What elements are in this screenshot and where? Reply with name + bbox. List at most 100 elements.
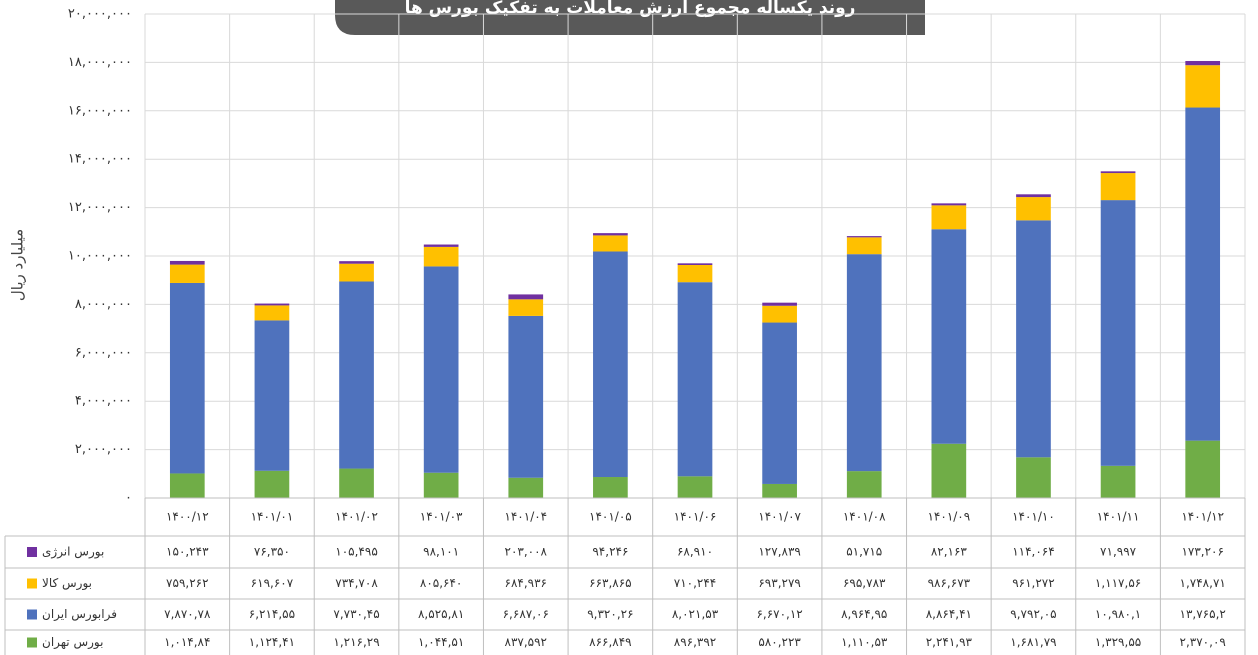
bar-segment bbox=[1016, 197, 1051, 221]
bar-segment bbox=[762, 322, 797, 484]
bar-segment bbox=[254, 303, 290, 306]
bar-segment bbox=[931, 205, 967, 230]
y-tick-label: ۱۰,۰۰۰,۰۰۰ bbox=[68, 249, 132, 264]
bar-segment bbox=[1100, 173, 1136, 201]
bar-segment bbox=[931, 203, 967, 206]
bar-segment bbox=[1185, 61, 1221, 66]
bar-segment bbox=[508, 315, 544, 478]
legend-label: بورس تهران bbox=[42, 635, 103, 650]
table-cell: ۸,۰۲۱,۵۳ bbox=[672, 607, 719, 621]
bar-segment bbox=[423, 472, 459, 498]
bar-segment bbox=[846, 237, 882, 255]
x-tick-label: ۱۴۰۱/۰۸ bbox=[843, 510, 886, 524]
table-cell: ۹۸,۱۰۱ bbox=[423, 545, 459, 559]
y-tick-label: ۱۸,۰۰۰,۰۰۰ bbox=[68, 55, 132, 70]
table-cell: ۱۰,۹۸۰,۱ bbox=[1095, 607, 1141, 621]
legend-label: بورس کالا bbox=[42, 576, 92, 591]
y-tick-label: ۲۰,۰۰۰,۰۰۰ bbox=[68, 7, 132, 22]
title-box bbox=[335, 0, 925, 35]
bar-segment bbox=[508, 294, 544, 300]
y-tick-label: ۱۶,۰۰۰,۰۰۰ bbox=[68, 103, 132, 118]
legend-label: بورس انرژی bbox=[42, 545, 104, 560]
table-cell: ۵۸۰,۲۲۳ bbox=[758, 635, 801, 649]
y-tick-label: ۱۲,۰۰۰,۰۰۰ bbox=[68, 200, 132, 215]
table-cell: ۷۶,۳۵۰ bbox=[254, 545, 290, 559]
x-tick-label: ۱۴۰۱/۰۱ bbox=[251, 510, 294, 524]
table-cell: ۷۵۹,۲۶۲ bbox=[166, 576, 209, 590]
table-cell: ۱۳,۷۶۵,۲ bbox=[1180, 607, 1226, 621]
table-cell: ۶,۲۱۴,۵۵ bbox=[249, 607, 295, 621]
table-cell: ۹۶۱,۲۷۲ bbox=[1012, 576, 1055, 590]
x-tick-label: ۱۴۰۱/۱۱ bbox=[1097, 510, 1140, 524]
table-cell: ۶,۶۷۰,۱۲ bbox=[756, 607, 802, 621]
bar-segment bbox=[931, 229, 967, 444]
legend-swatch bbox=[27, 547, 37, 557]
y-tick-label: ۸,۰۰۰,۰۰۰ bbox=[75, 297, 132, 312]
table-cell: ۲,۲۴۱,۹۳ bbox=[926, 635, 973, 649]
x-tick-label: ۱۴۰۱/۰۷ bbox=[758, 510, 801, 524]
table-cell: ۱,۱۲۴,۴۱ bbox=[249, 635, 295, 649]
bar-segment bbox=[1185, 107, 1221, 441]
bar-segment bbox=[339, 468, 374, 498]
bar-segment bbox=[593, 233, 628, 236]
legend-swatch bbox=[27, 609, 37, 620]
bar-segment bbox=[339, 263, 374, 282]
table-cell: ۸۹۶,۳۹۲ bbox=[674, 635, 717, 649]
table-cell: ۹۸۶,۶۷۳ bbox=[928, 576, 971, 590]
x-tick-label: ۱۴۰۱/۱۲ bbox=[1181, 510, 1224, 524]
bar-segment bbox=[1185, 65, 1221, 108]
x-tick-label: ۱۴۰۱/۰۴ bbox=[504, 510, 547, 524]
bar-segment bbox=[169, 264, 205, 283]
table-cell: ۱,۶۸۱,۷۹ bbox=[1010, 635, 1056, 649]
legend-swatch bbox=[27, 578, 37, 589]
bar-segment bbox=[846, 471, 882, 498]
table-cell: ۲,۳۷۰,۰۹ bbox=[1180, 635, 1226, 649]
x-tick-label: ۱۴۰۱/۰۵ bbox=[589, 510, 632, 524]
table-cell: ۸۲,۱۶۳ bbox=[931, 545, 968, 559]
table-cell: ۱۱۴,۰۶۴ bbox=[1012, 545, 1055, 559]
bar-segment bbox=[169, 260, 205, 265]
table-cell: ۶۸,۹۱۰ bbox=[677, 545, 713, 559]
y-axis-label: میلیارد ریال bbox=[9, 229, 27, 301]
bar-segment bbox=[423, 266, 459, 473]
bar-segment bbox=[423, 246, 459, 267]
bar-segment bbox=[593, 251, 628, 478]
bar-segment bbox=[254, 470, 290, 498]
bar-segment bbox=[1185, 440, 1221, 498]
y-tick-label: ۱۴,۰۰۰,۰۰۰ bbox=[68, 152, 132, 167]
table-cell: ۱۷۳,۲۰۶ bbox=[1181, 545, 1224, 559]
bar-segment bbox=[254, 305, 290, 321]
y-tick-label: ۴,۰۰۰,۰۰۰ bbox=[75, 394, 132, 409]
table-cell: ۶۸۴,۹۳۶ bbox=[505, 576, 548, 590]
bar-segment bbox=[762, 483, 797, 498]
bar-segment bbox=[169, 473, 205, 498]
bar-segment bbox=[1100, 200, 1136, 466]
bar-segment bbox=[508, 299, 544, 316]
x-tick-label: ۱۴۰۰/۱۲ bbox=[166, 510, 209, 524]
table-cell: ۶۹۵,۷۸۳ bbox=[843, 576, 886, 590]
table-cell: ۹,۳۲۰,۲۶ bbox=[587, 607, 633, 621]
bar-segment bbox=[593, 235, 628, 252]
table-cell: ۶۹۳,۲۷۹ bbox=[758, 576, 801, 590]
table-cell: ۷۳۴,۷۰۸ bbox=[335, 576, 378, 590]
bar-segment bbox=[1100, 465, 1136, 498]
bar-segment bbox=[169, 282, 205, 474]
table-cell: ۸,۵۲۵,۸۱ bbox=[418, 607, 464, 621]
table-cell: ۸۰۵,۶۴۰ bbox=[420, 576, 463, 590]
table-cell: ۷,۸۷۰,۷۸ bbox=[164, 607, 211, 621]
table-cell: ۱,۱۱۰,۵۳ bbox=[841, 635, 888, 649]
table-cell: ۱۰۵,۴۹۵ bbox=[335, 545, 378, 559]
table-cell: ۱,۱۱۷,۵۶ bbox=[1095, 576, 1141, 590]
table-cell: ۸,۹۶۴,۹۵ bbox=[841, 607, 887, 621]
bar-segment bbox=[339, 261, 374, 264]
bar-segment bbox=[1016, 194, 1051, 198]
x-tick-label: ۱۴۰۱/۰۳ bbox=[420, 510, 463, 524]
table-cell: ۶۱۹,۶۰۷ bbox=[251, 576, 294, 590]
table-cell: ۱,۰۴۴,۵۱ bbox=[418, 635, 464, 649]
x-tick-label: ۱۴۰۱/۰۹ bbox=[927, 510, 970, 524]
table-cell: ۱,۷۴۸,۷۱ bbox=[1180, 576, 1226, 590]
table-cell: ۶۶۳,۸۶۵ bbox=[589, 576, 632, 590]
table-cell: ۵۱,۷۱۵ bbox=[846, 545, 882, 559]
bar-segment bbox=[677, 263, 713, 265]
table-cell: ۸,۸۶۴,۴۱ bbox=[926, 607, 972, 621]
